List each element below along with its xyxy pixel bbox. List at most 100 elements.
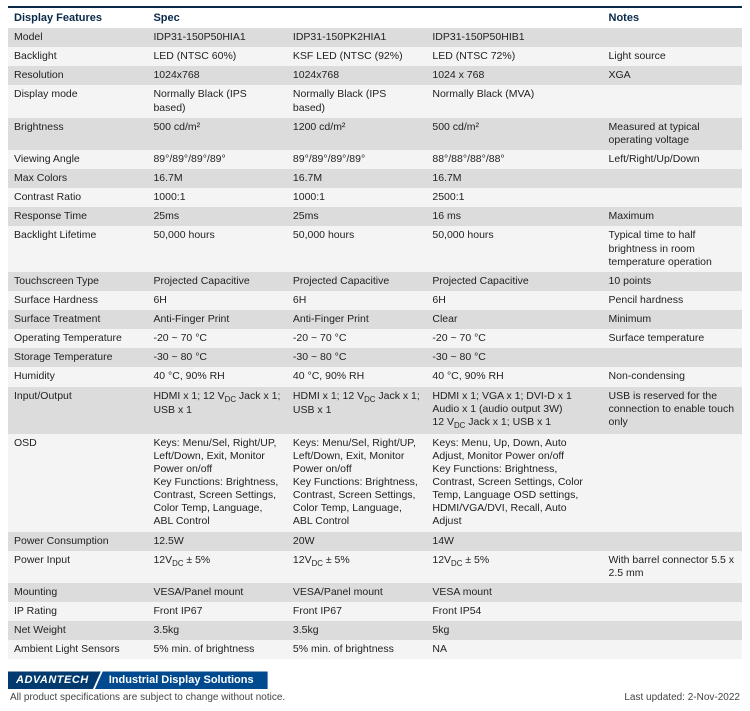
table-row: Humidity40 °C, 90% RH40 °C, 90% RH40 °C,… — [8, 367, 742, 386]
row-value: 40 °C, 90% RH — [147, 367, 286, 386]
table-row: Touchscreen TypeProjected CapacitiveProj… — [8, 272, 742, 291]
row-note: Light source — [603, 47, 742, 66]
table-row: Resolution1024x7681024x7681024 x 768XGA — [8, 66, 742, 85]
row-note: XGA — [603, 66, 742, 85]
row-value: VESA mount — [426, 583, 602, 602]
header-row: Display FeaturesSpecNotes — [8, 7, 742, 28]
row-note: Pencil hardness — [603, 291, 742, 310]
row-label: Ambient Light Sensors — [8, 640, 147, 659]
row-label: Surface Hardness — [8, 291, 147, 310]
row-note: Maximum — [603, 207, 742, 226]
row-value: 40 °C, 90% RH — [287, 367, 426, 386]
col-header: Notes — [603, 7, 742, 28]
row-value: 1024x768 — [287, 66, 426, 85]
row-label: Resolution — [8, 66, 147, 85]
row-value: Clear — [426, 310, 602, 329]
footer-disclaimer: All product specifications are subject t… — [10, 692, 285, 703]
footer: All product specifications are subject t… — [8, 689, 742, 711]
row-value: Front IP54 — [426, 602, 602, 621]
row-value: 6H — [147, 291, 286, 310]
row-note — [603, 169, 742, 188]
row-value: -30 ~ 80 °C — [287, 348, 426, 367]
row-note: With barrel connector 5.5 x 2.5 mm — [603, 551, 742, 583]
table-row: Surface TreatmentAnti-Finger PrintAnti-F… — [8, 310, 742, 329]
col-header: Display Features — [8, 7, 147, 28]
row-note: Minimum — [603, 310, 742, 329]
row-note — [603, 621, 742, 640]
row-label: Power Input — [8, 551, 147, 583]
table-row: Net Weight3.5kg3.5kg5kg — [8, 621, 742, 640]
row-value: 20W — [287, 532, 426, 551]
row-value: Normally Black (IPS based) — [287, 85, 426, 117]
row-value: 89°/89°/89°/89° — [147, 150, 286, 169]
footer-updated: Last updated: 2-Nov-2022 — [624, 692, 740, 703]
row-value: VESA/Panel mount — [147, 583, 286, 602]
row-value: IDP31-150PK2HIA1 — [287, 28, 426, 47]
row-note — [603, 532, 742, 551]
row-value: 1000:1 — [147, 188, 286, 207]
row-value: LED (NTSC 72%) — [426, 47, 602, 66]
table-row: ModelIDP31-150P50HIA1IDP31-150PK2HIA1IDP… — [8, 28, 742, 47]
row-note: USB is reserved for the connection to en… — [603, 387, 742, 434]
brand-title: Industrial Display Solutions — [95, 671, 268, 689]
table-row: Display modeNormally Black (IPS based)No… — [8, 85, 742, 117]
row-note — [603, 28, 742, 47]
row-value: 6H — [426, 291, 602, 310]
row-value: 1024x768 — [147, 66, 286, 85]
table-row: MountingVESA/Panel mountVESA/Panel mount… — [8, 583, 742, 602]
row-value: 6H — [287, 291, 426, 310]
row-value: 500 cd/m² — [147, 118, 286, 150]
row-value: Projected Capacitive — [147, 272, 286, 291]
row-value: -30 ~ 80 °C — [147, 348, 286, 367]
table-row: Power Input12VDC ± 5%12VDC ± 5%12VDC ± 5… — [8, 551, 742, 583]
row-value: 89°/89°/89°/89° — [287, 150, 426, 169]
row-value: Normally Black (IPS based) — [147, 85, 286, 117]
table-row: Contrast Ratio1000:11000:12500:1 — [8, 188, 742, 207]
row-value: 50,000 hours — [426, 226, 602, 271]
row-label: Max Colors — [8, 169, 147, 188]
row-value: 1200 cd/m² — [287, 118, 426, 150]
row-value: Anti-Finger Print — [287, 310, 426, 329]
table-row: Storage Temperature-30 ~ 80 °C-30 ~ 80 °… — [8, 348, 742, 367]
table-row: Response Time25ms25ms16 msMaximum — [8, 207, 742, 226]
row-label: Display mode — [8, 85, 147, 117]
row-value: Normally Black (MVA) — [426, 85, 602, 117]
row-note — [603, 640, 742, 659]
row-note: Surface temperature — [603, 329, 742, 348]
row-note: Measured at typical operating voltage — [603, 118, 742, 150]
row-note: Left/Right/Up/Down — [603, 150, 742, 169]
row-label: Brightness — [8, 118, 147, 150]
row-value: 16.7M — [147, 169, 286, 188]
row-note — [603, 583, 742, 602]
row-label: Contrast Ratio — [8, 188, 147, 207]
row-label: Input/Output — [8, 387, 147, 434]
row-note — [603, 602, 742, 621]
row-value: 88°/88°/88°/88° — [426, 150, 602, 169]
row-label: Operating Temperature — [8, 329, 147, 348]
row-value: IDP31-150P50HIA1 — [147, 28, 286, 47]
row-value: 12VDC ± 5% — [426, 551, 602, 583]
row-value: VESA/Panel mount — [287, 583, 426, 602]
row-value: Anti-Finger Print — [147, 310, 286, 329]
row-value: 5kg — [426, 621, 602, 640]
col-header — [287, 7, 426, 28]
row-label: Mounting — [8, 583, 147, 602]
row-value: 14W — [426, 532, 602, 551]
row-value: Projected Capacitive — [287, 272, 426, 291]
row-note — [603, 348, 742, 367]
table-row: Max Colors16.7M16.7M16.7M — [8, 169, 742, 188]
row-note: 10 points — [603, 272, 742, 291]
table-row: Backlight Lifetime50,000 hours50,000 hou… — [8, 226, 742, 271]
row-label: Backlight Lifetime — [8, 226, 147, 271]
row-note — [603, 85, 742, 117]
row-value: 1000:1 — [287, 188, 426, 207]
row-note — [603, 188, 742, 207]
row-value: 5% min. of brightness — [147, 640, 286, 659]
row-value: Keys: Menu/Sel, Right/UP, Left/Down, Exi… — [287, 434, 426, 532]
row-value: LED (NTSC 60%) — [147, 47, 286, 66]
row-label: Net Weight — [8, 621, 147, 640]
table-row: Surface Hardness6H6H6HPencil hardness — [8, 291, 742, 310]
row-value: 12VDC ± 5% — [287, 551, 426, 583]
row-value: 25ms — [147, 207, 286, 226]
row-value: NA — [426, 640, 602, 659]
